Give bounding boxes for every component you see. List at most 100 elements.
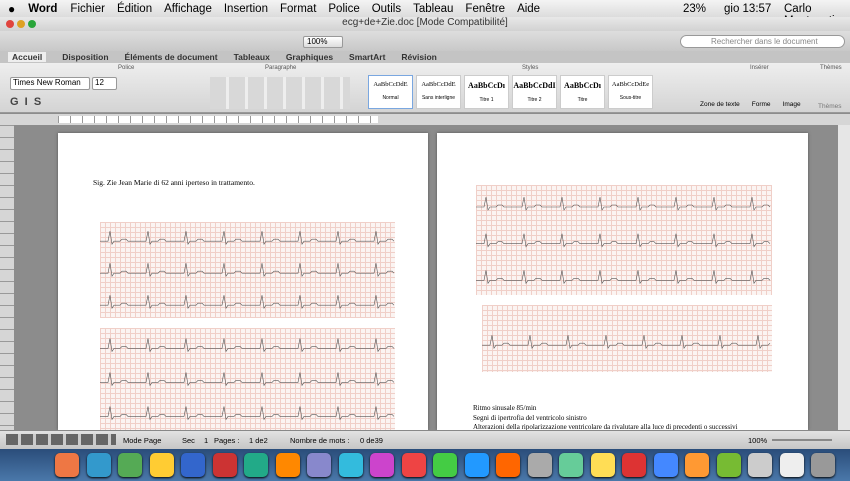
- scrollbar[interactable]: [838, 125, 850, 430]
- ribbon-tab[interactable]: Accueil: [8, 52, 46, 62]
- style-preview: AaBbCcDdE: [369, 81, 412, 88]
- dock-icon[interactable]: [370, 453, 394, 477]
- app-name[interactable]: Word: [28, 3, 57, 15]
- menu-item[interactable]: Police: [328, 3, 359, 15]
- search-field[interactable]: Rechercher dans le document: [680, 35, 845, 48]
- dock-icon[interactable]: [307, 453, 331, 477]
- style-preview: AaBbCcDdE: [417, 81, 460, 88]
- dock-icon[interactable]: [276, 453, 300, 477]
- menu-item[interactable]: Affichage: [164, 3, 212, 15]
- title-bar: ecg+de+Zie.doc [Mode Compatibilité]: [0, 17, 850, 31]
- zoom-slider[interactable]: [772, 439, 832, 441]
- themes-button[interactable]: Thèmes: [818, 103, 841, 110]
- dock-icon[interactable]: [339, 453, 363, 477]
- style-name: Titre 1: [465, 97, 508, 103]
- text-line: Segni di ipertrofia del ventricolo sinis…: [473, 414, 738, 424]
- insert-item[interactable]: Image: [783, 101, 801, 108]
- view-buttons[interactable]: [6, 434, 116, 445]
- dock-icon[interactable]: [780, 453, 804, 477]
- ecg-trace: [476, 197, 770, 210]
- dock-icon[interactable]: [150, 453, 174, 477]
- menu-item[interactable]: Édition: [117, 3, 152, 15]
- pages: 1 de2: [249, 436, 268, 445]
- dock-icon[interactable]: [87, 453, 111, 477]
- dock-icon[interactable]: [213, 453, 237, 477]
- zoom-field[interactable]: 100%: [303, 36, 343, 48]
- dock-icon[interactable]: [654, 453, 678, 477]
- dock-icon[interactable]: [622, 453, 646, 477]
- section-label: Sec: [182, 436, 195, 445]
- dock-icon[interactable]: [181, 453, 205, 477]
- paragraph-tools[interactable]: [210, 77, 350, 109]
- battery: 23%: [683, 3, 706, 15]
- group-label: Insérer: [750, 65, 769, 71]
- ribbon-tab[interactable]: SmartArt: [349, 52, 385, 62]
- page: Ritmo sinusale 85/min Segni di ipertrofi…: [437, 133, 808, 430]
- style-preview: AaBbCcDdI: [513, 81, 556, 90]
- dock-icon[interactable]: [55, 453, 79, 477]
- group-label: Thèmes: [820, 65, 842, 71]
- ribbon-tab[interactable]: Disposition: [62, 52, 108, 62]
- menu-item[interactable]: Fichier: [70, 3, 105, 15]
- page: Sig. Zie Jean Marie di 62 anni iperteso …: [58, 133, 428, 430]
- minimize-button[interactable]: [17, 20, 25, 28]
- ribbon-tab[interactable]: Graphiques: [286, 52, 333, 62]
- dock-icon[interactable]: [244, 453, 268, 477]
- dock-icon[interactable]: [748, 453, 772, 477]
- font-name[interactable]: Times New Roman: [10, 77, 90, 90]
- style-preview: AaBbCcDı: [465, 81, 508, 90]
- clock[interactable]: gio 13:57: [724, 3, 771, 15]
- apple-icon[interactable]: ●: [8, 2, 15, 16]
- window-title: ecg+de+Zie.doc [Mode Compatibilité]: [342, 17, 508, 28]
- dock-icon[interactable]: [811, 453, 835, 477]
- dock: [0, 449, 850, 481]
- style-item[interactable]: AaBbCcDı Titre 1: [464, 75, 509, 109]
- ruler: [0, 114, 850, 125]
- dock-icon[interactable]: [465, 453, 489, 477]
- menu-item[interactable]: Aide: [517, 3, 540, 15]
- zoom-level: 100%: [748, 436, 767, 445]
- ribbon-tab[interactable]: Tableaux: [234, 52, 270, 62]
- ecg-image: [100, 328, 395, 430]
- menu-item[interactable]: Fenêtre: [465, 3, 505, 15]
- font-size[interactable]: 12: [92, 77, 117, 90]
- style-name: Titre: [561, 97, 604, 103]
- ribbon-tab[interactable]: Éléments de document: [125, 52, 218, 62]
- format-buttons[interactable]: G I S: [10, 96, 41, 108]
- ecg-trace: [100, 406, 394, 419]
- zoom-button[interactable]: [28, 20, 36, 28]
- group-label: Styles: [522, 65, 538, 71]
- dock-icon[interactable]: [559, 453, 583, 477]
- menu-item[interactable]: Outils: [372, 3, 401, 15]
- menu-items: Fichier Édition Affichage Insertion Format Po…: [70, 3, 540, 15]
- group-label: Paragraphe: [265, 65, 296, 71]
- style-preview: AaBbCcDdEe: [609, 81, 652, 88]
- ecg-image: [482, 305, 772, 372]
- document-text: Ritmo sinusale 85/min Segni di ipertrofi…: [473, 404, 738, 433]
- dock-icon[interactable]: [433, 453, 457, 477]
- dock-icon[interactable]: [591, 453, 615, 477]
- ecg-trace: [100, 263, 394, 276]
- menu-item[interactable]: Insertion: [224, 3, 268, 15]
- dock-icon[interactable]: [496, 453, 520, 477]
- dock-icon[interactable]: [118, 453, 142, 477]
- dock-icon[interactable]: [717, 453, 741, 477]
- dock-icon[interactable]: [685, 453, 709, 477]
- group-label: Police: [118, 65, 134, 71]
- close-button[interactable]: [6, 20, 14, 28]
- menu-item[interactable]: Format: [280, 3, 316, 15]
- dock-icon[interactable]: [528, 453, 552, 477]
- words-label: Nombre de mots :: [290, 436, 350, 445]
- menu-item[interactable]: Tableau: [413, 3, 453, 15]
- insert-item[interactable]: Forme: [752, 101, 771, 108]
- ribbon-tab[interactable]: Révision: [401, 52, 436, 62]
- ecg-image: [100, 222, 395, 318]
- insert-item[interactable]: Zone de texte: [700, 101, 740, 108]
- dock-icon[interactable]: [402, 453, 426, 477]
